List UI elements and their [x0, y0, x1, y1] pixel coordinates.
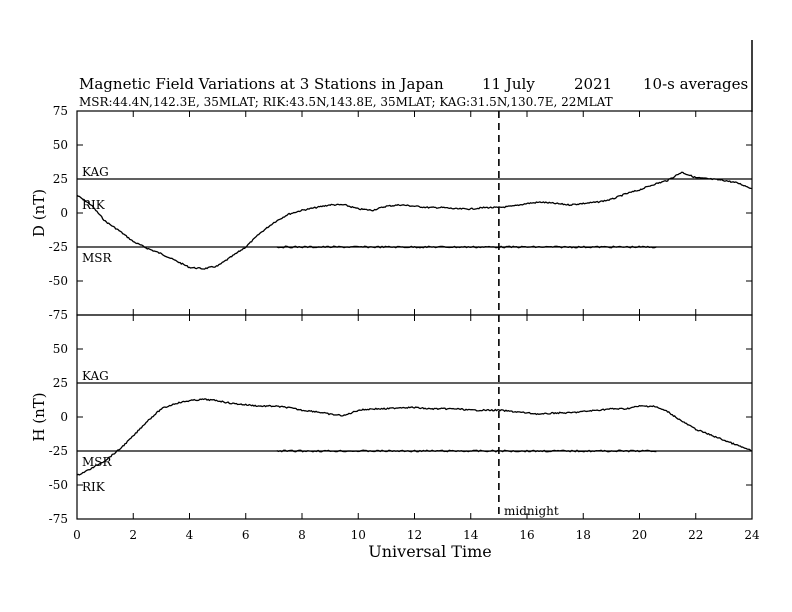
chart-year: 2021 — [574, 75, 612, 93]
panel-2-label-kag: KAG — [82, 369, 109, 383]
xtick-label: 2 — [129, 528, 137, 542]
panel-2-label-rik: RIK — [82, 480, 106, 494]
panel-1-ytick-label: 25 — [53, 172, 68, 186]
x-axis-label: Universal Time — [368, 542, 491, 561]
xtick-label: 10 — [351, 528, 366, 542]
xtick-label: 4 — [186, 528, 194, 542]
stations-info: MSR:44.4N,142.3E, 35MLAT; RIK:43.5N,143.… — [79, 95, 613, 109]
panel-1-label-msr: MSR — [82, 251, 113, 265]
panel-1-series-rik — [76, 171, 753, 270]
panel-1-ytick-label: -50 — [49, 274, 68, 288]
xtick-label: 24 — [744, 528, 760, 542]
xtick-label: 22 — [688, 528, 703, 542]
xtick-label: 6 — [242, 528, 250, 542]
panel-1-frame — [76, 110, 753, 316]
chart-averaging: 10-s averages — [643, 75, 748, 93]
panel-1-ytick-label: 50 — [53, 138, 68, 152]
panel-2-ytick-label: 50 — [53, 342, 68, 356]
panel-1-ytick-label: 0 — [60, 206, 68, 220]
panel-2-ytick-label: -75 — [49, 512, 68, 526]
panel-2-ytick-label: 25 — [53, 376, 68, 390]
panel-2-ytick-label: -50 — [49, 478, 68, 492]
chart-date: 11 July — [482, 75, 535, 93]
panel-2-series-msr — [276, 449, 657, 453]
panel-2-series-rik — [76, 398, 753, 476]
xtick-label: 20 — [632, 528, 647, 542]
panel-2-label-msr: MSR — [82, 455, 113, 469]
xtick-label: 14 — [463, 528, 479, 542]
panel-2-ytick-label: -25 — [49, 444, 68, 458]
panel-1-series-msr — [276, 245, 657, 249]
xtick-label: 12 — [407, 528, 422, 542]
panel-2-ylabel: H (nT) — [30, 392, 48, 441]
panel-2-frame — [76, 314, 753, 520]
midnight-label: midnight — [504, 504, 559, 518]
panel-1-ytick-label: -75 — [49, 308, 68, 322]
xtick-label: 16 — [519, 528, 534, 542]
panel-1-ytick-label: -25 — [49, 240, 68, 254]
xtick-label: 8 — [298, 528, 306, 542]
xtick-label: 0 — [73, 528, 81, 542]
panel-1-label-kag: KAG — [82, 165, 109, 179]
panel-1-ytick-label: 75 — [53, 104, 68, 118]
xtick-label: 18 — [576, 528, 591, 542]
panel-1-label-rik: RIK — [82, 198, 106, 212]
chart-title: Magnetic Field Variations at 3 Stations … — [79, 75, 444, 93]
panel-1-ylabel: D (nT) — [30, 189, 48, 237]
panel-2-ytick-label: 0 — [60, 410, 68, 424]
